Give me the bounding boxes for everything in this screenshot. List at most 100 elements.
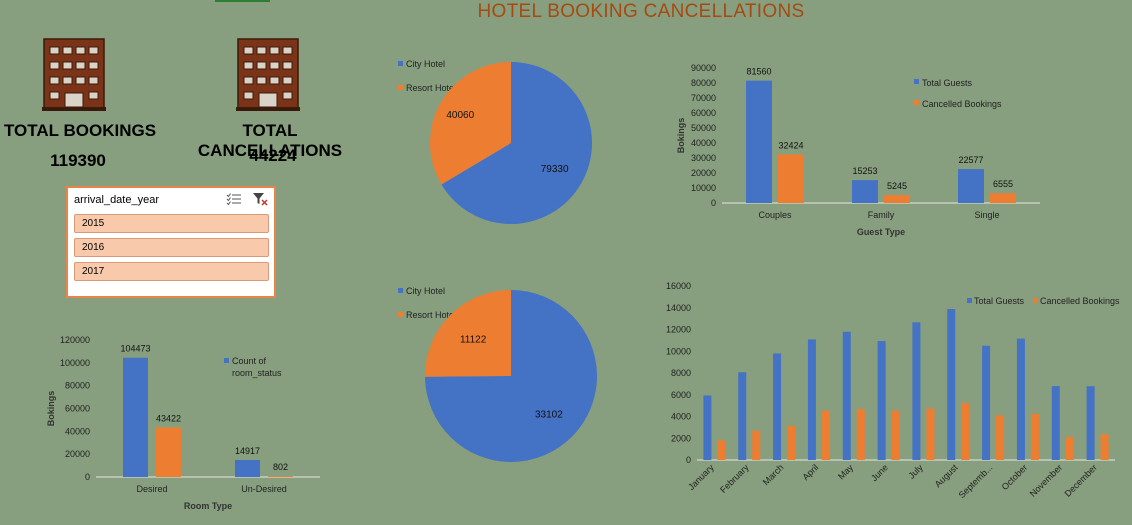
- bar: [235, 459, 260, 477]
- bar: [821, 410, 830, 460]
- bar: [842, 331, 851, 460]
- bar: [926, 408, 935, 460]
- data-label: 5245: [887, 181, 907, 191]
- bar: [1030, 413, 1039, 460]
- slicer-item-2017[interactable]: 2017: [74, 262, 269, 281]
- building-window: [49, 46, 60, 55]
- y-tick-label: 90000: [691, 63, 716, 73]
- y-tick-label: 4000: [671, 412, 691, 422]
- building-window: [282, 91, 293, 100]
- pie-data-label: 40060: [446, 110, 474, 121]
- legend-swatch: [398, 85, 403, 90]
- bar: [1016, 338, 1025, 460]
- y-tick-label: 70000: [691, 93, 716, 103]
- legend-label: Total Guests: [922, 78, 973, 88]
- legend-label: Count of: [232, 356, 267, 366]
- slicer-item-2015[interactable]: 2015: [74, 214, 269, 233]
- x-tick-label: Family: [868, 210, 895, 220]
- x-tick-label: August: [933, 462, 960, 489]
- x-tick-label: December: [1063, 462, 1099, 498]
- bar: [856, 409, 865, 460]
- building-window: [282, 76, 293, 85]
- building-window: [269, 46, 280, 55]
- bar: [961, 403, 970, 460]
- legend-swatch: [398, 312, 403, 317]
- legend-swatch: [967, 298, 972, 303]
- slicer-header: arrival_date_year: [74, 194, 159, 206]
- bar: [996, 415, 1005, 460]
- y-axis-title: Bokings: [46, 391, 56, 427]
- monthly-bar-chart: 0 2000 4000 6000 8000 10000 12000 14000 16000 Jan…: [666, 281, 1120, 500]
- building-window: [256, 46, 267, 55]
- building-window: [256, 61, 267, 70]
- data-label: 14917: [235, 446, 260, 456]
- bar: [1051, 386, 1060, 460]
- pie-data-label: 33102: [535, 410, 563, 421]
- building-window: [243, 91, 254, 100]
- x-tick-label: October: [1000, 462, 1030, 492]
- data-label: 15253: [852, 166, 877, 176]
- bar: [1065, 436, 1074, 460]
- bar: [738, 372, 747, 460]
- data-label: 22577: [958, 155, 983, 165]
- pie-slice: [425, 290, 511, 377]
- bar: [717, 440, 726, 460]
- data-label: 104473: [120, 344, 150, 354]
- building-door: [64, 92, 84, 108]
- building-window: [88, 76, 99, 85]
- bar: [703, 395, 712, 460]
- legend-label: room_status: [232, 368, 282, 378]
- building-window: [282, 46, 293, 55]
- bar: [891, 410, 900, 460]
- y-tick-label: 60000: [65, 404, 90, 414]
- data-label: 802: [273, 462, 288, 472]
- y-tick-label: 20000: [65, 449, 90, 459]
- total-cancellations-label: TOTAL CANCELLATIONS: [197, 121, 343, 160]
- pie-chart-bookings: City Hotel Resort Hotel 79330 40060: [398, 59, 592, 224]
- y-tick-label: 0: [711, 198, 716, 208]
- y-tick-label: 80000: [691, 78, 716, 88]
- building-window: [243, 76, 254, 85]
- building-window: [75, 76, 86, 85]
- bar: [982, 345, 991, 460]
- sheet-tab-indicator: [215, 0, 270, 2]
- building-window: [49, 76, 60, 85]
- slicer-item-2016[interactable]: 2016: [74, 238, 269, 257]
- y-tick-label: 0: [686, 455, 691, 465]
- hotel-building-icon: [42, 38, 106, 111]
- building-window: [256, 76, 267, 85]
- bar: [1086, 386, 1095, 460]
- pie-slice: [441, 62, 592, 224]
- bar: [912, 322, 921, 460]
- pie-data-label: 79330: [541, 164, 569, 175]
- building-window: [88, 91, 99, 100]
- bar: [773, 353, 782, 460]
- year-slicer: arrival_date_year 2015 2016 2017: [66, 186, 276, 298]
- building-base: [236, 107, 300, 111]
- y-tick-label: 80000: [65, 381, 90, 391]
- legend-swatch: [224, 358, 229, 363]
- building-window: [88, 61, 99, 70]
- dashboard-title: HOTEL BOOKING CANCELLATIONS: [477, 1, 805, 22]
- x-tick-label: June: [869, 462, 890, 483]
- y-tick-label: 0: [85, 472, 90, 482]
- total-bookings-label: TOTAL BOOKINGS: [3, 121, 157, 140]
- guest-type-bar-chart: 0 10000 20000 30000 40000 50000 60000 70000 8000…: [676, 63, 1040, 237]
- building-window: [62, 61, 73, 70]
- x-axis-title: Guest Type: [857, 227, 905, 237]
- bar: [746, 80, 772, 203]
- clear-filter-icon[interactable]: [252, 192, 268, 206]
- x-tick-label: February: [718, 462, 751, 495]
- legend-swatch: [914, 79, 919, 84]
- x-tick-label: July: [906, 462, 925, 481]
- bar: [268, 476, 293, 477]
- y-tick-label: 100000: [60, 358, 90, 368]
- y-tick-label: 2000: [671, 433, 691, 443]
- pie-slice: [430, 62, 511, 185]
- building-window: [49, 61, 60, 70]
- x-tick-label: Desired: [136, 484, 167, 494]
- y-tick-label: 120000: [60, 335, 90, 345]
- y-tick-label: 30000: [691, 153, 716, 163]
- bar: [990, 193, 1016, 203]
- multi-select-icon[interactable]: [226, 192, 242, 206]
